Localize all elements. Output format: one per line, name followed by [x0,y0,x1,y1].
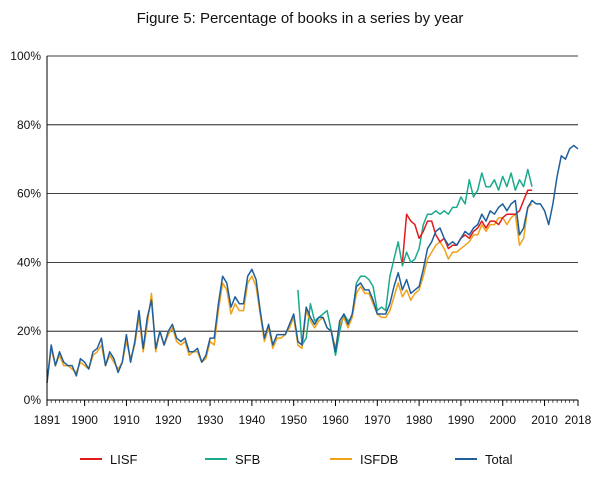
legend-label-isfdb: ISFDB [360,452,398,467]
series-line-isfdb [46,203,533,383]
y-tick-label: 40% [17,255,41,269]
legend-label-lisf: LISF [110,452,138,467]
legend-label-sfb: SFB [235,452,260,467]
y-tick-label: 80% [17,118,41,132]
x-tick-label: 1891 [34,413,61,427]
legend-label-total: Total [485,452,513,467]
x-tick-label: 1960 [322,413,349,427]
y-tick-label: 100% [10,49,41,63]
x-tick-label: 1940 [239,413,266,427]
legend: LISF SFB ISFDB Total [80,452,513,467]
x-tick-label: 1910 [113,413,140,427]
x-tick-label: 1970 [364,413,391,427]
x-tick-label: 1950 [280,413,307,427]
x-tick-label: 1900 [71,413,98,427]
x-tick-label: 2018 [565,413,592,427]
series-line-total [46,144,579,383]
y-tick-label: 0% [24,393,42,407]
x-tick-label: 2010 [531,413,558,427]
series-lines [46,144,579,383]
x-tick-label: 1980 [406,413,433,427]
series-line-lisf [401,189,532,263]
gridlines [47,55,578,401]
x-tick-label: 2000 [489,413,516,427]
y-tick-label: 20% [17,324,41,338]
y-tick-label: 60% [17,187,41,201]
chart-title: Figure 5: Percentage of books in a serie… [136,10,464,27]
x-tick-label: 1930 [197,413,224,427]
x-tick-label: 1920 [155,413,182,427]
x-tick-label: 1990 [448,413,475,427]
series-line-sfb [297,168,533,357]
axes: 0% 20% 40% 60% 80% 100% 1891 1900 1910 1920 1930 19… [10,49,591,427]
